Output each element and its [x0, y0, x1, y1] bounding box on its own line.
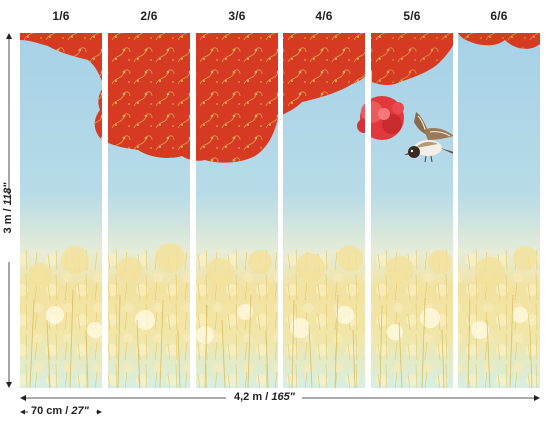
panel-width-separator: /	[65, 405, 69, 417]
width-dimension-line	[20, 395, 540, 401]
panel-label-6: 6/6	[490, 9, 508, 23]
height-dimension-line	[6, 33, 12, 388]
panel-width-imperial: 27"	[71, 405, 89, 417]
height-dimension-label: 3 m / 118"	[2, 176, 14, 240]
panel-label-2: 2/6	[140, 9, 158, 23]
height-metric: 3 m	[2, 214, 14, 234]
panel-label-4: 4/6	[315, 9, 333, 23]
panel-label-5: 5/6	[403, 9, 421, 23]
panel-width-dimension-line	[20, 409, 102, 415]
width-dimension-label: 4,2 m / 165"	[230, 391, 299, 403]
bird-icon	[404, 112, 458, 163]
width-imperial: 165"	[271, 391, 295, 403]
height-separator: /	[2, 208, 14, 212]
panel-gaps	[102, 33, 458, 388]
panel-width-dimension-label: 70 cm / 27"	[28, 405, 92, 417]
panel-label-1: 1/6	[52, 9, 70, 23]
width-metric: 4,2 m	[234, 391, 263, 403]
panel-width-metric: 70 cm	[31, 405, 63, 417]
height-imperial: 118"	[2, 182, 14, 206]
red-cloud-icon	[20, 33, 540, 163]
width-separator: /	[265, 391, 269, 403]
panel-label-3: 3/6	[228, 9, 246, 23]
